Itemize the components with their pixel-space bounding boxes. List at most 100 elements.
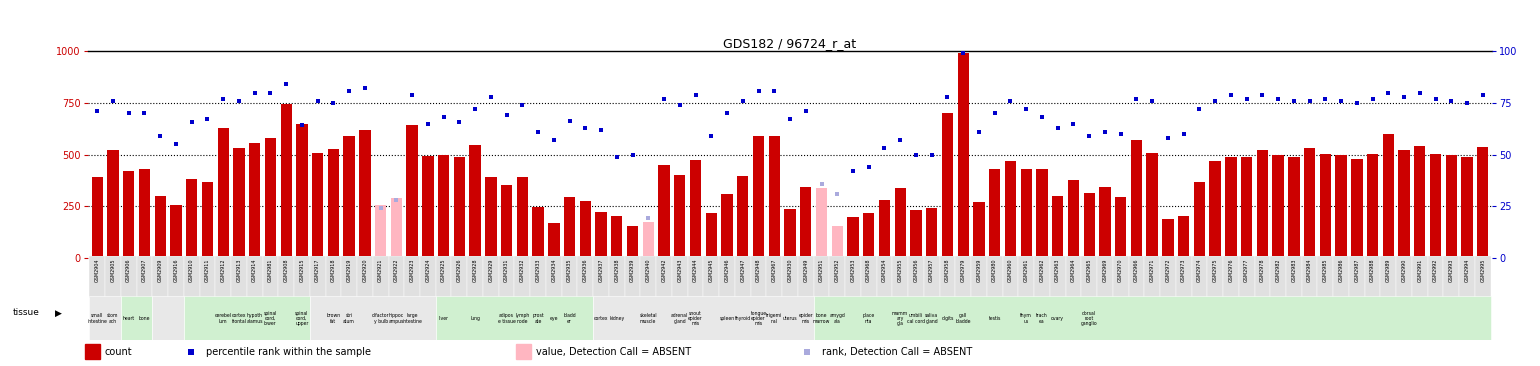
Bar	[485, 178, 496, 258]
Bar	[89, 296, 120, 340]
Bar	[262, 256, 279, 298]
Bar	[909, 256, 924, 298]
Text: ovary: ovary	[1052, 316, 1064, 321]
Bar	[405, 256, 420, 298]
Text: GSM2928: GSM2928	[473, 258, 477, 282]
Bar	[500, 184, 513, 258]
Text: tongue
epider
mis: tongue epider mis	[750, 310, 767, 326]
Bar	[892, 256, 909, 298]
Text: GSM2944: GSM2944	[693, 258, 698, 282]
Bar	[516, 344, 531, 359]
Bar	[813, 256, 830, 298]
Bar	[1398, 150, 1409, 258]
Bar	[675, 175, 685, 258]
Bar	[152, 296, 183, 340]
Bar	[1223, 256, 1238, 298]
Bar	[1192, 256, 1207, 298]
Text: bladd
er: bladd er	[564, 313, 576, 324]
Bar	[1067, 180, 1080, 258]
Text: cerebel
lum: cerebel lum	[214, 313, 231, 324]
Text: GSM2967: GSM2967	[772, 258, 776, 282]
Text: GSM2992: GSM2992	[1434, 258, 1438, 282]
Bar	[813, 296, 1491, 340]
Bar	[1113, 256, 1129, 298]
Bar	[374, 205, 387, 258]
Bar	[641, 256, 656, 298]
Text: GSM2981: GSM2981	[268, 258, 273, 282]
Text: GSM2962: GSM2962	[1040, 258, 1044, 282]
Bar	[1477, 147, 1489, 258]
Text: adrenal
gland: adrenal gland	[671, 313, 688, 324]
Bar	[1238, 256, 1255, 298]
Text: GSM2924: GSM2924	[425, 258, 430, 282]
Bar	[579, 201, 591, 258]
Text: GSM2959: GSM2959	[976, 258, 981, 282]
Bar	[533, 208, 544, 258]
Text: snout
epider
mis: snout epider mis	[688, 310, 702, 326]
Text: GSM2951: GSM2951	[819, 258, 824, 282]
Bar	[137, 256, 152, 298]
Bar	[91, 178, 103, 258]
Bar	[1241, 157, 1252, 258]
Bar	[1446, 155, 1457, 258]
Bar	[1397, 256, 1412, 298]
Text: GSM2955: GSM2955	[898, 258, 902, 282]
Bar	[436, 256, 451, 298]
Text: umbili
cal cord: umbili cal cord	[907, 313, 926, 324]
Text: heart: heart	[123, 316, 136, 321]
Text: GSM2917: GSM2917	[316, 258, 320, 282]
Text: trach
ea: trach ea	[1036, 313, 1047, 324]
Text: GSM2946: GSM2946	[724, 258, 730, 282]
Bar	[690, 160, 701, 258]
Bar	[328, 149, 339, 258]
Bar	[1052, 196, 1063, 258]
Bar	[973, 202, 984, 258]
Text: GSM2985: GSM2985	[1323, 258, 1327, 282]
Bar	[216, 256, 231, 298]
Text: percentile rank within the sample: percentile rank within the sample	[206, 347, 371, 357]
Bar	[310, 256, 325, 298]
Text: thyroid: thyroid	[735, 316, 752, 321]
Bar	[1351, 159, 1363, 258]
Text: eye: eye	[550, 316, 557, 321]
Text: GSM2961: GSM2961	[1024, 258, 1029, 282]
Bar	[1270, 256, 1286, 298]
Text: GSM2913: GSM2913	[237, 258, 242, 282]
Bar	[705, 213, 718, 258]
Text: GSM2966: GSM2966	[1133, 258, 1140, 282]
Bar	[1412, 256, 1428, 298]
Bar	[989, 169, 1001, 258]
Bar	[1320, 154, 1331, 258]
Text: ▶: ▶	[55, 309, 62, 318]
Bar	[1207, 256, 1223, 298]
Bar	[1209, 161, 1221, 258]
Bar	[782, 256, 798, 298]
Bar	[499, 256, 514, 298]
Text: hypoth
alamus: hypoth alamus	[246, 313, 263, 324]
Bar	[1178, 216, 1189, 258]
Text: GSM2945: GSM2945	[708, 258, 715, 282]
Bar	[1115, 197, 1126, 258]
Bar	[265, 138, 276, 258]
Bar	[280, 104, 293, 258]
Text: GSM2937: GSM2937	[599, 258, 604, 282]
Bar	[1364, 256, 1380, 298]
Bar	[514, 256, 530, 298]
Text: spinal
cord,
upper: spinal cord, upper	[296, 310, 308, 326]
Bar	[1286, 256, 1301, 298]
Bar	[1096, 256, 1113, 298]
Bar	[202, 182, 213, 258]
Text: adipos
e tissue: adipos e tissue	[497, 313, 516, 324]
Text: GSM2993: GSM2993	[1449, 258, 1454, 282]
Bar	[454, 157, 465, 258]
Text: GSM2971: GSM2971	[1150, 258, 1155, 282]
Bar	[325, 256, 342, 298]
Bar	[296, 124, 308, 258]
Text: GSM2939: GSM2939	[630, 258, 634, 282]
Bar	[1304, 149, 1315, 258]
Text: GSM2921: GSM2921	[379, 258, 383, 282]
Bar	[578, 256, 593, 298]
Text: GSM2952: GSM2952	[835, 258, 839, 282]
Text: GSM2920: GSM2920	[362, 258, 368, 282]
Text: place
nta: place nta	[862, 313, 875, 324]
